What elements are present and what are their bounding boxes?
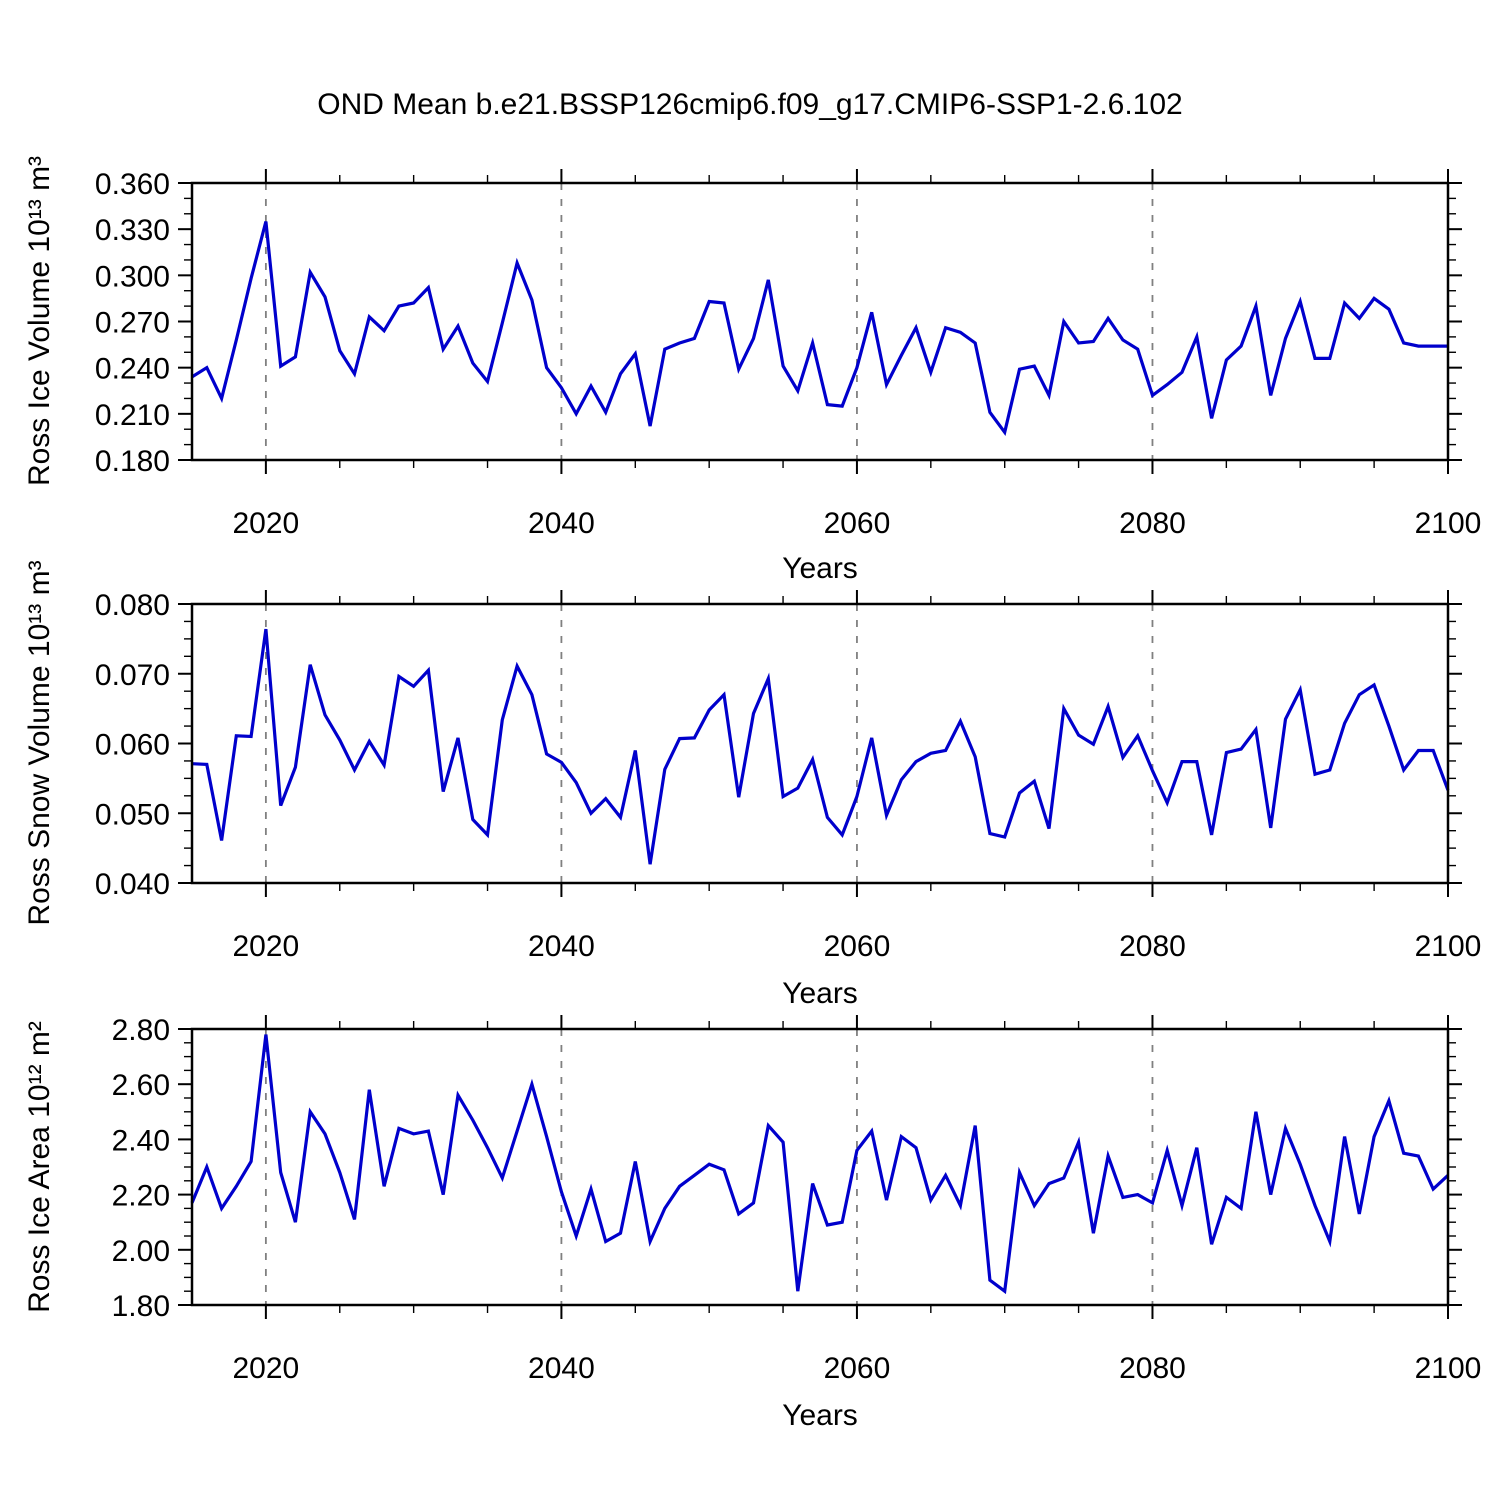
y-tick-label: 2.20 <box>112 1180 170 1213</box>
x-tick-label: 2100 <box>1415 507 1482 540</box>
y-tick-label: 0.270 <box>95 307 170 340</box>
x-tick-label: 2020 <box>233 930 300 963</box>
x-axis-label-panel1: Years <box>782 552 858 585</box>
y-tick-label: 0.300 <box>95 260 170 293</box>
x-tick-label: 2020 <box>233 507 300 540</box>
x-tick-label: 2040 <box>528 507 595 540</box>
y-axis-label-ice-area: Ross Ice Area 10¹² m² <box>23 1021 56 1313</box>
x-tick-label: 2060 <box>824 930 891 963</box>
x-tick-label: 2080 <box>1119 930 1186 963</box>
y-tick-label: 0.180 <box>95 445 170 478</box>
y-tick-label: 2.40 <box>112 1124 170 1157</box>
x-tick-label: 2080 <box>1119 1352 1186 1385</box>
y-tick-label: 0.210 <box>95 399 170 432</box>
x-tick-label: 2060 <box>824 507 891 540</box>
x-tick-label: 2100 <box>1415 1352 1482 1385</box>
y-axis-label-ice-volume: Ross Ice Volume 10¹³ m³ <box>23 155 56 487</box>
y-tick-label: 2.60 <box>112 1069 170 1102</box>
x-tick-label: 2080 <box>1119 507 1186 540</box>
y-tick-label: 0.070 <box>95 659 170 692</box>
x-tick-label: 2040 <box>528 930 595 963</box>
y-tick-label: 1.80 <box>112 1290 170 1323</box>
x-tick-label: 2100 <box>1415 930 1482 963</box>
y-tick-label: 2.80 <box>112 1014 170 1047</box>
x-axis-label-panel2: Years <box>782 977 858 1010</box>
x-tick-label: 2040 <box>528 1352 595 1385</box>
plot-title: OND Mean b.e21.BSSP126cmip6.f09_g17.CMIP… <box>317 88 1183 121</box>
y-tick-label: 0.330 <box>95 214 170 247</box>
data-line-panel3 <box>190 1034 1450 1295</box>
y-tick-label: 0.240 <box>95 353 170 386</box>
y-tick-label: 0.360 <box>95 168 170 201</box>
y-tick-label: 0.060 <box>95 729 170 762</box>
y-tick-label: 0.050 <box>95 798 170 831</box>
data-line-panel1 <box>191 221 1448 437</box>
x-axis-label-panel3: Years <box>782 1399 858 1432</box>
y-axis-label-snow-volume: Ross Snow Volume 10¹³ m³ <box>23 560 56 926</box>
y-tick-label: 2.00 <box>112 1235 170 1268</box>
x-tick-label: 2060 <box>824 1352 891 1385</box>
x-tick-label: 2020 <box>233 1352 300 1385</box>
y-tick-label: 0.080 <box>95 589 170 622</box>
y-tick-label: 0.040 <box>95 868 170 901</box>
data-line-panel2 <box>191 628 1450 865</box>
